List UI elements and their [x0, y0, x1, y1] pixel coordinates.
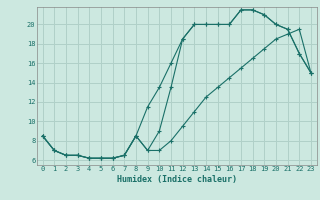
X-axis label: Humidex (Indice chaleur): Humidex (Indice chaleur): [117, 175, 237, 184]
